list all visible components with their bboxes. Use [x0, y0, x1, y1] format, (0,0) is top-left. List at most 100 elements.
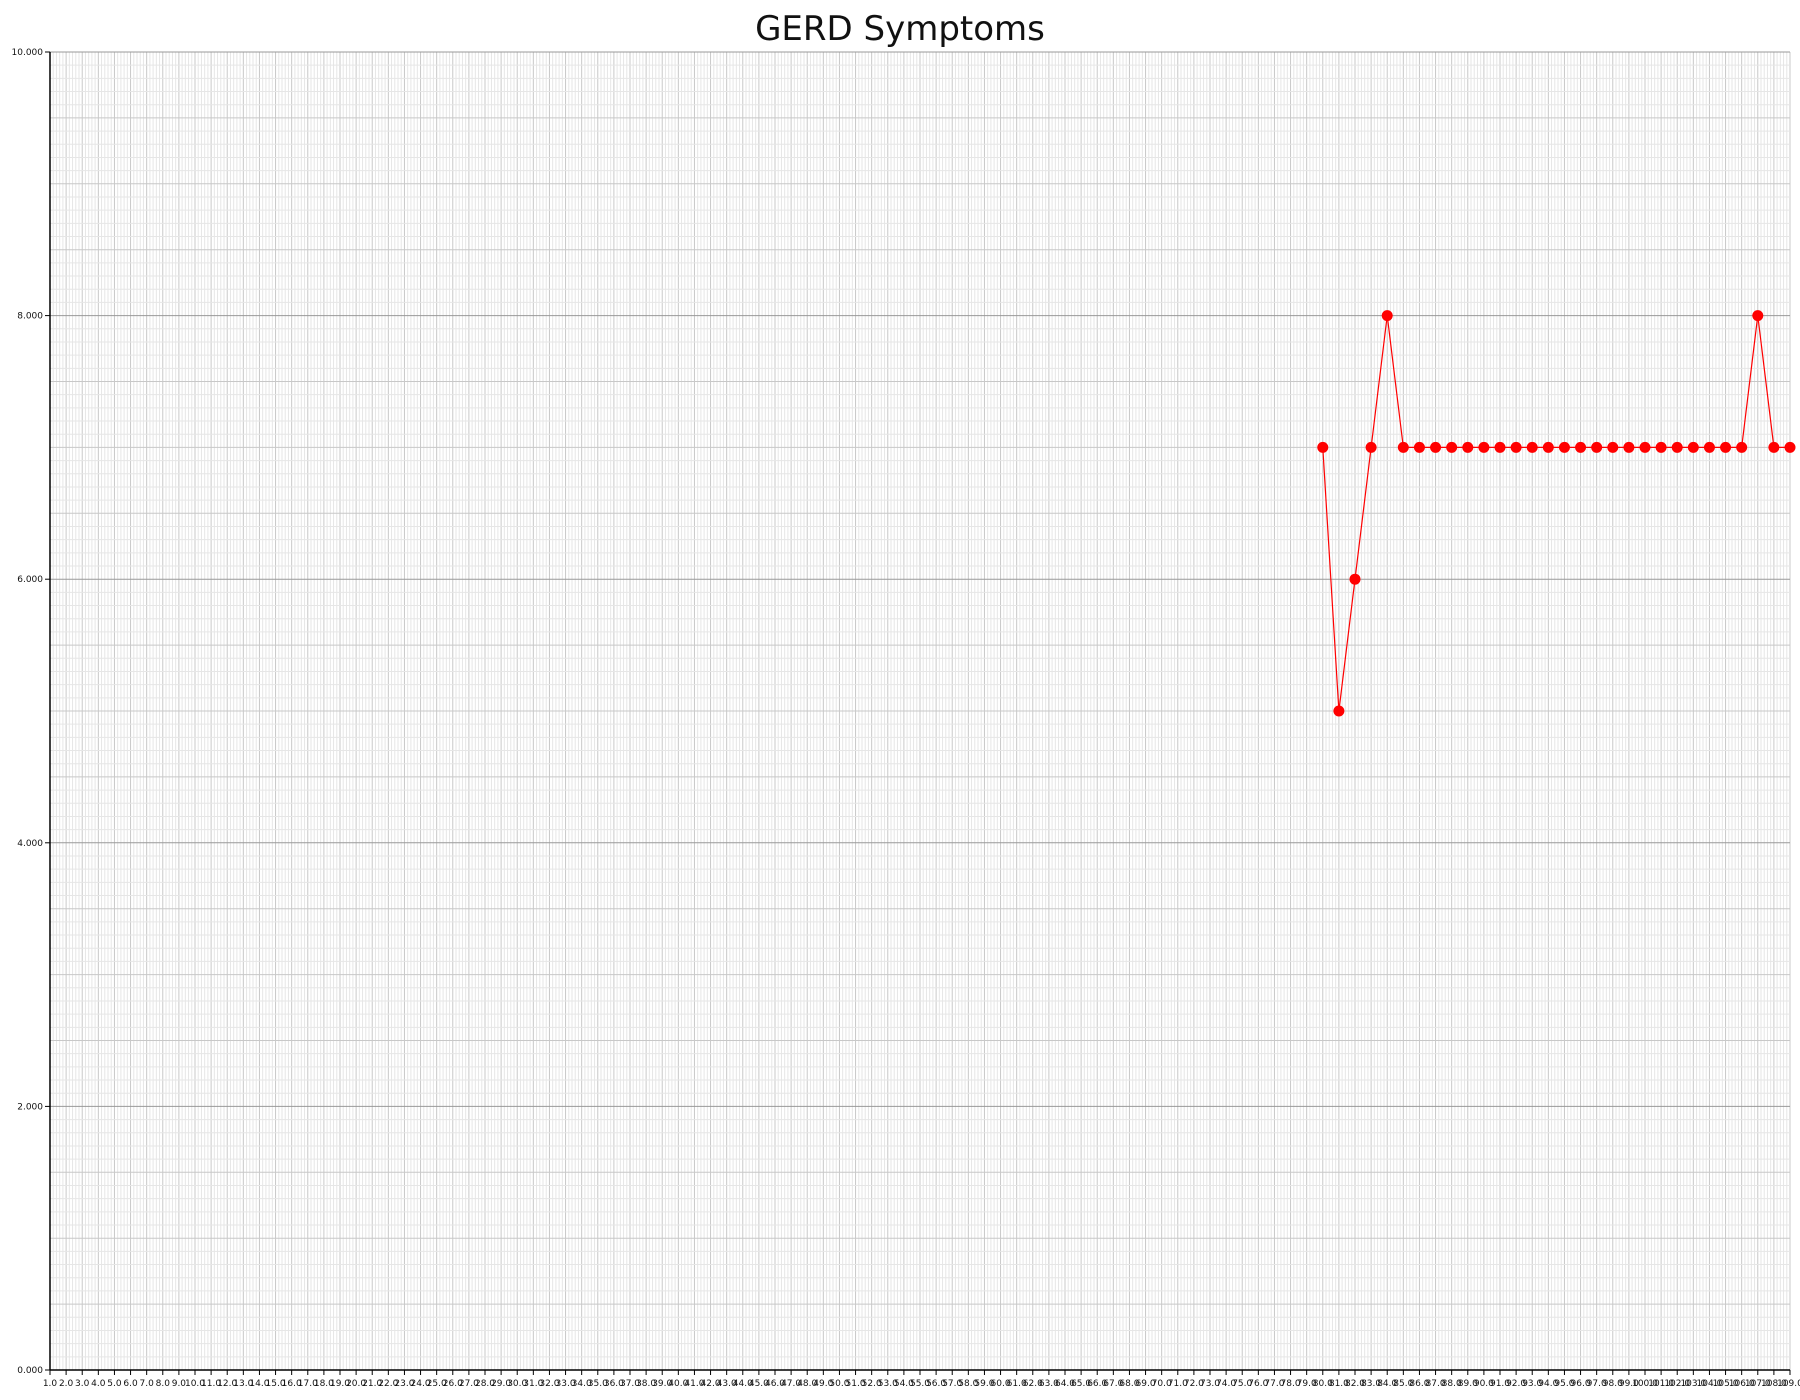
x-tick-label: 28.0 [475, 1379, 495, 1389]
x-tick-label: 84.0 [1377, 1379, 1397, 1389]
x-tick-label: 37.0 [620, 1379, 640, 1389]
x-tick-label: 70.0 [1152, 1379, 1172, 1389]
x-tick-label: 90.0 [1474, 1379, 1494, 1389]
x-tick-label: 18.0 [314, 1379, 334, 1389]
x-tick-label: 40.0 [668, 1379, 688, 1389]
data-point [1623, 441, 1635, 453]
data-point [1381, 310, 1393, 322]
x-tick-label: 49.0 [813, 1379, 833, 1389]
data-point [1687, 441, 1699, 453]
x-tick-label: 87.0 [1426, 1379, 1446, 1389]
x-tick-label: 42.0 [701, 1379, 721, 1389]
x-tick-label: 91.0 [1490, 1379, 1510, 1389]
x-tick-label: 60.0 [991, 1379, 1011, 1389]
x-tick-label: 11.0 [201, 1379, 221, 1389]
x-tick-label: 16.0 [282, 1379, 302, 1389]
x-tick-label: 26.0 [443, 1379, 463, 1389]
x-tick-label: 61.0 [1007, 1379, 1027, 1389]
data-point [1494, 441, 1506, 453]
x-tick-label: 99.0 [1619, 1379, 1639, 1389]
x-tick-label: 81.0 [1329, 1379, 1349, 1389]
x-tick-label: 69.0 [1136, 1379, 1156, 1389]
x-tick-label: 35.0 [588, 1379, 608, 1389]
data-point [1542, 441, 1554, 453]
data-point [1671, 441, 1683, 453]
x-tick-label: 1.0 [43, 1379, 58, 1389]
x-tick-label: 27.0 [459, 1379, 479, 1389]
x-tick-label: 83.0 [1361, 1379, 1381, 1389]
x-tick-label: 20.0 [346, 1379, 366, 1389]
x-tick-label: 78.0 [1281, 1379, 1301, 1389]
x-tick-label: 54.0 [894, 1379, 914, 1389]
x-tick-label: 45.0 [749, 1379, 769, 1389]
data-point [1607, 441, 1619, 453]
x-tick-label: 73.0 [1200, 1379, 1220, 1389]
x-tick-label: 79.0 [1297, 1379, 1317, 1389]
data-point [1768, 441, 1780, 453]
x-tick-label: 14.0 [249, 1379, 269, 1389]
x-tick-label: 48.0 [797, 1379, 817, 1389]
x-tick-label: 74.0 [1216, 1379, 1236, 1389]
x-tick-label: 68.0 [1119, 1379, 1139, 1389]
x-tick-label: 106.0 [1729, 1379, 1755, 1389]
x-tick-label: 4.0 [91, 1379, 106, 1389]
x-tick-label: 33.0 [556, 1379, 576, 1389]
x-tick-label: 53.0 [878, 1379, 898, 1389]
data-point [1333, 705, 1345, 717]
x-tick-label: 86.0 [1409, 1379, 1429, 1389]
x-tick-label: 92.0 [1506, 1379, 1526, 1389]
x-tick-label: 93.0 [1522, 1379, 1542, 1389]
x-tick-label: 25.0 [427, 1379, 447, 1389]
x-tick-label: 19.0 [330, 1379, 350, 1389]
data-point [1736, 441, 1748, 453]
x-tick-label: 2.0 [59, 1379, 74, 1389]
x-tick-label: 66.0 [1087, 1379, 1107, 1389]
x-tick-label: 94.0 [1538, 1379, 1558, 1389]
x-tick-label: 62.0 [1023, 1379, 1043, 1389]
x-tick-label: 76.0 [1248, 1379, 1268, 1389]
y-tick-label: 10.000 [12, 48, 44, 58]
chart-title: GERD Symptoms [755, 9, 1045, 49]
x-tick-label: 38.0 [636, 1379, 656, 1389]
y-tick-label: 6.000 [17, 575, 43, 585]
x-tick-label: 43.0 [717, 1379, 737, 1389]
x-tick-label: 3.0 [75, 1379, 90, 1389]
x-tick-label: 39.0 [652, 1379, 672, 1389]
data-point [1703, 441, 1715, 453]
x-tick-label: 50.0 [829, 1379, 849, 1389]
grid [49, 51, 1791, 1371]
x-tick-label: 29.0 [491, 1379, 511, 1389]
x-tick-label: 82.0 [1345, 1379, 1365, 1389]
x-tick-label: 97.0 [1587, 1379, 1607, 1389]
x-tick-label: 12.0 [217, 1379, 237, 1389]
x-tick-label: 10.0 [185, 1379, 205, 1389]
x-tick-label: 77.0 [1264, 1379, 1284, 1389]
data-point [1430, 441, 1442, 453]
data-point [1558, 441, 1570, 453]
x-tick-label: 7.0 [140, 1379, 155, 1389]
x-tick-label: 46.0 [765, 1379, 785, 1389]
x-axis-ticks: 1.0 2.0 3.0 4.0 5.0 6.0 7.0 8.0 9.010.011.012.01… [43, 1370, 1800, 1389]
x-tick-label: 85.0 [1393, 1379, 1413, 1389]
data-point [1591, 441, 1603, 453]
x-tick-label: 72.0 [1184, 1379, 1204, 1389]
data-point [1639, 441, 1651, 453]
x-tick-label: 34.0 [572, 1379, 592, 1389]
x-tick-label: 109.0 [1777, 1379, 1800, 1389]
y-tick-label: 8.000 [17, 312, 43, 322]
x-tick-label: 41.0 [684, 1379, 704, 1389]
x-tick-label: 100.0 [1632, 1379, 1658, 1389]
x-tick-label: 47.0 [781, 1379, 801, 1389]
data-point [1413, 441, 1425, 453]
data-point [1655, 441, 1667, 453]
data-point [1317, 441, 1329, 453]
x-tick-label: 103.0 [1680, 1379, 1706, 1389]
x-tick-label: 56.0 [926, 1379, 946, 1389]
x-tick-label: 44.0 [733, 1379, 753, 1389]
x-tick-label: 6.0 [123, 1379, 138, 1389]
x-tick-label: 51.0 [846, 1379, 866, 1389]
x-tick-label: 64.0 [1055, 1379, 1075, 1389]
x-tick-label: 80.0 [1313, 1379, 1333, 1389]
x-tick-label: 21.0 [362, 1379, 382, 1389]
